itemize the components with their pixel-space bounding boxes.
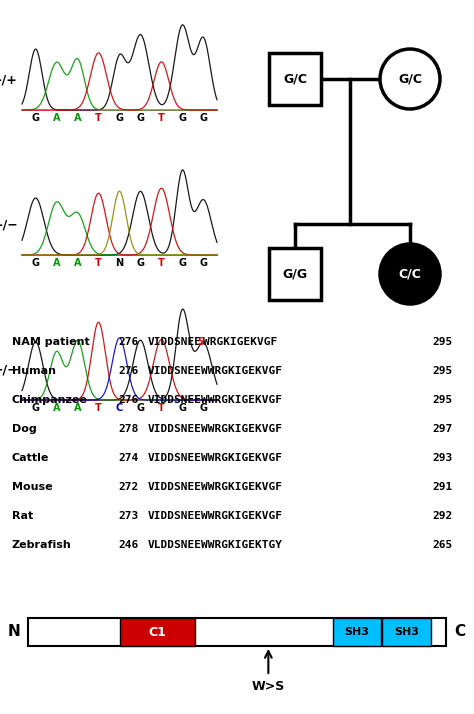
- Text: N: N: [7, 625, 20, 640]
- Text: +/−: +/−: [0, 218, 18, 231]
- Text: 297: 297: [432, 424, 452, 434]
- Text: W>S: W>S: [252, 680, 285, 693]
- Text: 276: 276: [118, 337, 138, 347]
- Text: 272: 272: [118, 482, 138, 492]
- Text: VIDDSNEE: VIDDSNEE: [148, 337, 202, 347]
- Text: Human: Human: [12, 366, 56, 376]
- Bar: [28, 618, 446, 646]
- Text: G/G: G/G: [283, 268, 308, 281]
- Text: 278: 278: [118, 424, 138, 434]
- Text: 292: 292: [432, 511, 452, 521]
- Text: T: T: [158, 113, 165, 123]
- Bar: [269, 53, 321, 105]
- Text: VLDDSNEEWWRGKIGEKTGY: VLDDSNEEWWRGKIGEKTGY: [148, 540, 283, 550]
- Text: C1: C1: [149, 625, 166, 638]
- Text: 265: 265: [432, 540, 452, 550]
- Text: VIDDSNEEWWRGKIGEKVGF: VIDDSNEEWWRGKIGEKVGF: [148, 511, 283, 521]
- Text: A: A: [53, 113, 60, 123]
- Text: VIDDSNEEWWRGKIGEKVGF: VIDDSNEEWWRGKIGEKVGF: [148, 366, 283, 376]
- Text: G: G: [116, 113, 124, 123]
- Bar: [383, 618, 431, 646]
- Text: Zebrafish: Zebrafish: [12, 540, 72, 550]
- Text: G: G: [32, 113, 40, 123]
- Text: SH3: SH3: [345, 627, 370, 637]
- Text: G: G: [200, 258, 207, 268]
- Text: T: T: [95, 258, 102, 268]
- Text: N: N: [116, 258, 124, 268]
- Text: VIDDSNEEWWRGKIGEKVGF: VIDDSNEEWWRGKIGEKVGF: [148, 395, 283, 405]
- Text: T: T: [95, 403, 102, 413]
- Text: Dog: Dog: [12, 424, 37, 434]
- Text: 293: 293: [432, 453, 452, 463]
- Text: G/C: G/C: [398, 73, 422, 86]
- Text: 274: 274: [118, 453, 138, 463]
- Text: 295: 295: [432, 395, 452, 405]
- Text: G: G: [137, 403, 145, 413]
- Bar: [333, 618, 381, 646]
- Bar: [269, 248, 321, 300]
- Text: A: A: [53, 258, 60, 268]
- Text: T: T: [95, 113, 102, 123]
- Text: T: T: [158, 258, 165, 268]
- Text: S: S: [197, 337, 204, 347]
- Text: 276: 276: [118, 395, 138, 405]
- Text: A: A: [74, 258, 82, 268]
- Text: G: G: [178, 258, 186, 268]
- Text: G: G: [178, 403, 186, 413]
- Text: G: G: [32, 403, 40, 413]
- Text: Chimpanzee: Chimpanzee: [12, 395, 88, 405]
- Text: +/+: +/+: [0, 74, 18, 86]
- Text: A: A: [53, 403, 60, 413]
- Text: 295: 295: [432, 337, 452, 347]
- Text: 276: 276: [118, 366, 138, 376]
- Text: WRGKIGEKVGF: WRGKIGEKVGF: [203, 337, 278, 347]
- Text: C: C: [454, 625, 465, 640]
- Text: VIDDSNEEWWRGKIGEKVGF: VIDDSNEEWWRGKIGEKVGF: [148, 482, 283, 492]
- Bar: [120, 618, 195, 646]
- Text: −/−: −/−: [0, 363, 18, 376]
- Text: 273: 273: [118, 511, 138, 521]
- Text: A: A: [74, 113, 82, 123]
- Circle shape: [380, 49, 440, 109]
- Text: A: A: [74, 403, 82, 413]
- Text: Rat: Rat: [12, 511, 33, 521]
- Text: 295: 295: [432, 366, 452, 376]
- Text: G: G: [200, 113, 207, 123]
- Text: G: G: [137, 258, 145, 268]
- Text: Cattle: Cattle: [12, 453, 49, 463]
- Text: T: T: [158, 403, 165, 413]
- Text: G: G: [178, 113, 186, 123]
- Text: C/C: C/C: [399, 268, 421, 281]
- Text: NAM patient: NAM patient: [12, 337, 90, 347]
- Text: Mouse: Mouse: [12, 482, 53, 492]
- Text: SH3: SH3: [394, 627, 419, 637]
- Text: G/C: G/C: [283, 73, 307, 86]
- Circle shape: [380, 244, 440, 304]
- Text: VIDDSNEEWWRGKIGEKVGF: VIDDSNEEWWRGKIGEKVGF: [148, 424, 283, 434]
- Text: VIDDSNEEWWRGKIGEKVGF: VIDDSNEEWWRGKIGEKVGF: [148, 453, 283, 463]
- Text: 246: 246: [118, 540, 138, 550]
- Text: 291: 291: [432, 482, 452, 492]
- Text: G: G: [32, 258, 40, 268]
- Text: C: C: [116, 403, 123, 413]
- Text: G: G: [137, 113, 145, 123]
- Text: G: G: [200, 403, 207, 413]
